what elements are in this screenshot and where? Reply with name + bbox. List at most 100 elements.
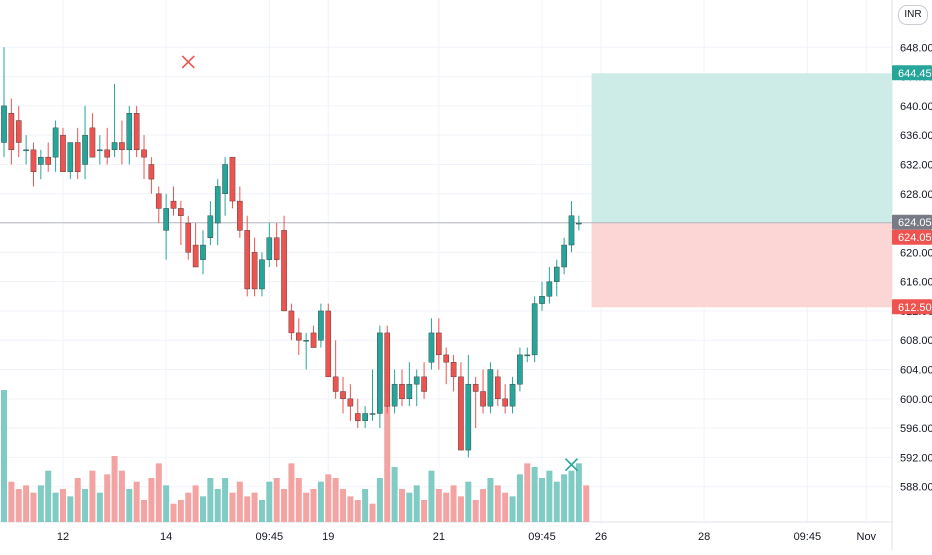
candle-body [399, 383, 405, 400]
candle-body [89, 127, 96, 158]
price-tag-label: 624.05 [898, 232, 932, 244]
x-tick-label: 14 [160, 531, 172, 543]
volume-bar [295, 478, 302, 522]
candle-body [207, 215, 214, 238]
volume-bar [96, 492, 103, 522]
candle-body [465, 383, 472, 451]
candle-body [539, 296, 545, 304]
candle-body [288, 310, 295, 334]
candle-body [97, 149, 103, 152]
volume-bar [480, 489, 487, 522]
cross-marker [564, 458, 579, 472]
candle-body [178, 208, 184, 216]
candle-body [23, 149, 29, 152]
y-tick-label: 592.00 [900, 452, 932, 464]
volume-bar [229, 492, 236, 522]
volume-bar [8, 481, 15, 522]
y-tick-label: 608.00 [900, 335, 932, 347]
volume-bar [332, 478, 339, 522]
volume-bar [15, 489, 22, 522]
volume-bar [502, 492, 509, 522]
candle-body [273, 237, 280, 260]
candle-body [303, 340, 309, 342]
price-tag [892, 299, 932, 315]
volume-bar [531, 467, 538, 522]
candle-body [281, 230, 287, 312]
volume-bar [251, 492, 258, 522]
candle-body [67, 142, 74, 172]
volume-bar [509, 496, 516, 522]
volume-bar [413, 485, 420, 522]
volume-bar [104, 474, 111, 522]
volume-bar [487, 478, 494, 522]
cross-marker [181, 55, 195, 69]
candle-body [52, 127, 59, 158]
x-tick-label: 21 [433, 531, 445, 543]
y-tick-label: 640.00 [900, 101, 932, 113]
candle-body [126, 113, 133, 151]
candle-body [133, 113, 140, 151]
candle-body [141, 149, 147, 158]
volume-bar [546, 470, 553, 522]
candle-body [200, 244, 206, 260]
candle-body [421, 376, 427, 392]
y-tick-label: 600.00 [900, 394, 932, 406]
candle-body [354, 413, 361, 421]
currency-badge[interactable]: INR [898, 5, 928, 25]
candle-body [458, 376, 464, 451]
candle-body [266, 237, 273, 260]
volume-bar [516, 474, 523, 522]
candle-body [524, 354, 531, 357]
x-tick-label: 09:45 [256, 531, 284, 543]
candle-body [45, 156, 52, 165]
volume-bar [199, 496, 206, 522]
candle-body [185, 222, 192, 253]
price-tag [892, 229, 932, 245]
volume-bar [236, 481, 243, 522]
volume-bar [443, 492, 450, 522]
volume-bar [421, 500, 428, 522]
candle-body [502, 398, 508, 407]
volume-bar [398, 489, 405, 522]
volume-bar [406, 492, 413, 522]
candle-body [517, 354, 523, 385]
volume-bar [539, 478, 546, 522]
volume-bar [30, 492, 37, 522]
candle-body [155, 193, 162, 209]
candle-body [259, 259, 265, 290]
volume-bar [37, 485, 44, 522]
volume-bar [288, 463, 295, 522]
volume-bar [155, 463, 162, 522]
volume-bar [1, 390, 7, 522]
candle-body [472, 383, 479, 392]
candle-body [60, 134, 66, 172]
volume-bar [310, 489, 317, 522]
candle-body [222, 164, 228, 194]
candle-body [377, 332, 383, 414]
y-tick-label: 604.00 [900, 365, 932, 377]
price-tag-label: 624.05 [898, 217, 932, 229]
volume-bar [89, 470, 96, 522]
price-tag [892, 65, 932, 81]
volume-bar [111, 456, 118, 522]
volume-bar [192, 485, 199, 522]
volume-bar [214, 489, 221, 522]
volume-bar [583, 485, 590, 522]
volume-bar [465, 481, 472, 522]
volume-bar [185, 492, 192, 522]
candle-body [170, 200, 177, 209]
volume-bar [568, 470, 575, 522]
candle-body [487, 369, 494, 407]
volume-bar [369, 503, 376, 522]
candle-body [8, 113, 15, 151]
candle-body [244, 230, 251, 290]
y-tick-label: 636.00 [900, 130, 932, 142]
volume-bar [391, 467, 398, 522]
candle-body [553, 266, 560, 282]
candle-body [369, 413, 376, 415]
volume-bar [141, 500, 148, 522]
volume-bar [325, 474, 332, 522]
volume-bar [82, 489, 89, 522]
